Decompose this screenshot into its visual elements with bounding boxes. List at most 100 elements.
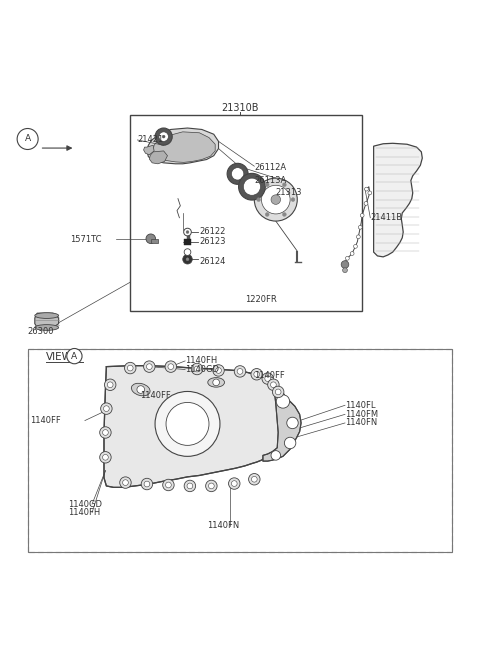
Polygon shape xyxy=(144,145,154,155)
Circle shape xyxy=(166,482,171,488)
Text: 26113A: 26113A xyxy=(254,176,287,185)
Circle shape xyxy=(231,481,237,487)
Circle shape xyxy=(257,198,261,202)
Circle shape xyxy=(265,213,269,216)
Circle shape xyxy=(124,362,136,374)
Text: 26124: 26124 xyxy=(199,257,226,266)
Text: 21421: 21421 xyxy=(137,136,164,145)
Circle shape xyxy=(141,478,153,490)
Polygon shape xyxy=(373,143,422,257)
Text: 1140FM: 1140FM xyxy=(345,410,378,419)
Circle shape xyxy=(265,376,271,381)
Circle shape xyxy=(254,178,297,221)
Circle shape xyxy=(146,234,156,244)
Circle shape xyxy=(251,369,263,380)
Circle shape xyxy=(346,256,349,260)
Circle shape xyxy=(168,364,174,369)
Circle shape xyxy=(194,366,200,372)
Text: 1140FH: 1140FH xyxy=(68,508,100,517)
Bar xyxy=(184,238,192,246)
Circle shape xyxy=(104,405,109,411)
Text: 26300: 26300 xyxy=(28,327,54,336)
Circle shape xyxy=(144,361,155,372)
Circle shape xyxy=(243,178,261,195)
Circle shape xyxy=(276,395,289,408)
Text: 1140FF: 1140FF xyxy=(140,391,170,400)
Text: 26112A: 26112A xyxy=(254,163,287,172)
Circle shape xyxy=(359,225,362,229)
Text: 21310B: 21310B xyxy=(221,103,259,113)
Circle shape xyxy=(186,231,189,233)
Circle shape xyxy=(105,379,116,390)
Circle shape xyxy=(343,268,348,272)
Ellipse shape xyxy=(132,383,150,396)
Circle shape xyxy=(364,187,368,191)
Text: 1140GD: 1140GD xyxy=(68,500,102,508)
Text: 1571TC: 1571TC xyxy=(70,234,102,244)
Ellipse shape xyxy=(35,312,59,318)
Circle shape xyxy=(216,367,221,373)
Text: 1140FH: 1140FH xyxy=(185,356,217,365)
Circle shape xyxy=(183,255,192,264)
Circle shape xyxy=(101,403,112,415)
Ellipse shape xyxy=(208,378,225,387)
Circle shape xyxy=(155,128,172,145)
Circle shape xyxy=(276,389,281,395)
Polygon shape xyxy=(35,313,59,328)
Text: 1220FR: 1220FR xyxy=(245,295,276,305)
Circle shape xyxy=(159,132,168,141)
Text: 26123: 26123 xyxy=(199,236,226,246)
Circle shape xyxy=(213,365,224,376)
Text: VIEW: VIEW xyxy=(46,352,72,362)
Circle shape xyxy=(284,438,296,449)
Polygon shape xyxy=(147,128,218,164)
Circle shape xyxy=(282,183,286,187)
Text: 21411B: 21411B xyxy=(370,214,402,222)
Text: A: A xyxy=(72,352,77,361)
Circle shape xyxy=(155,392,220,457)
Text: 1140FN: 1140FN xyxy=(345,419,377,428)
Circle shape xyxy=(271,451,281,460)
Circle shape xyxy=(254,371,260,377)
Circle shape xyxy=(271,382,276,388)
Circle shape xyxy=(127,365,133,371)
Circle shape xyxy=(146,364,152,369)
Circle shape xyxy=(262,185,290,214)
Circle shape xyxy=(350,252,354,255)
Text: A: A xyxy=(24,134,31,143)
Polygon shape xyxy=(263,383,301,461)
Text: 1140FF: 1140FF xyxy=(30,416,61,425)
Circle shape xyxy=(364,202,368,205)
Circle shape xyxy=(163,479,174,491)
Circle shape xyxy=(137,386,144,394)
Circle shape xyxy=(184,480,196,492)
Circle shape xyxy=(262,373,274,384)
Polygon shape xyxy=(153,132,215,162)
Circle shape xyxy=(273,386,284,398)
Circle shape xyxy=(282,213,286,216)
Bar xyxy=(151,238,158,242)
Circle shape xyxy=(166,402,209,445)
Circle shape xyxy=(100,427,111,438)
Bar xyxy=(130,115,362,310)
Circle shape xyxy=(265,183,269,187)
Circle shape xyxy=(108,382,113,388)
Circle shape xyxy=(249,474,260,485)
Circle shape xyxy=(227,163,248,184)
Circle shape xyxy=(368,191,372,195)
Circle shape xyxy=(103,455,108,460)
Polygon shape xyxy=(104,365,298,487)
Circle shape xyxy=(287,417,298,428)
Circle shape xyxy=(120,477,131,489)
Text: 26122: 26122 xyxy=(199,227,226,236)
Circle shape xyxy=(103,430,108,436)
Text: 1140FL: 1140FL xyxy=(345,401,375,410)
Circle shape xyxy=(268,379,279,390)
Circle shape xyxy=(122,479,128,485)
Circle shape xyxy=(357,235,360,238)
Text: 1140FF: 1140FF xyxy=(254,371,285,380)
Circle shape xyxy=(100,451,111,463)
Circle shape xyxy=(17,128,38,149)
Circle shape xyxy=(360,214,364,217)
Text: 21313: 21313 xyxy=(276,189,302,197)
